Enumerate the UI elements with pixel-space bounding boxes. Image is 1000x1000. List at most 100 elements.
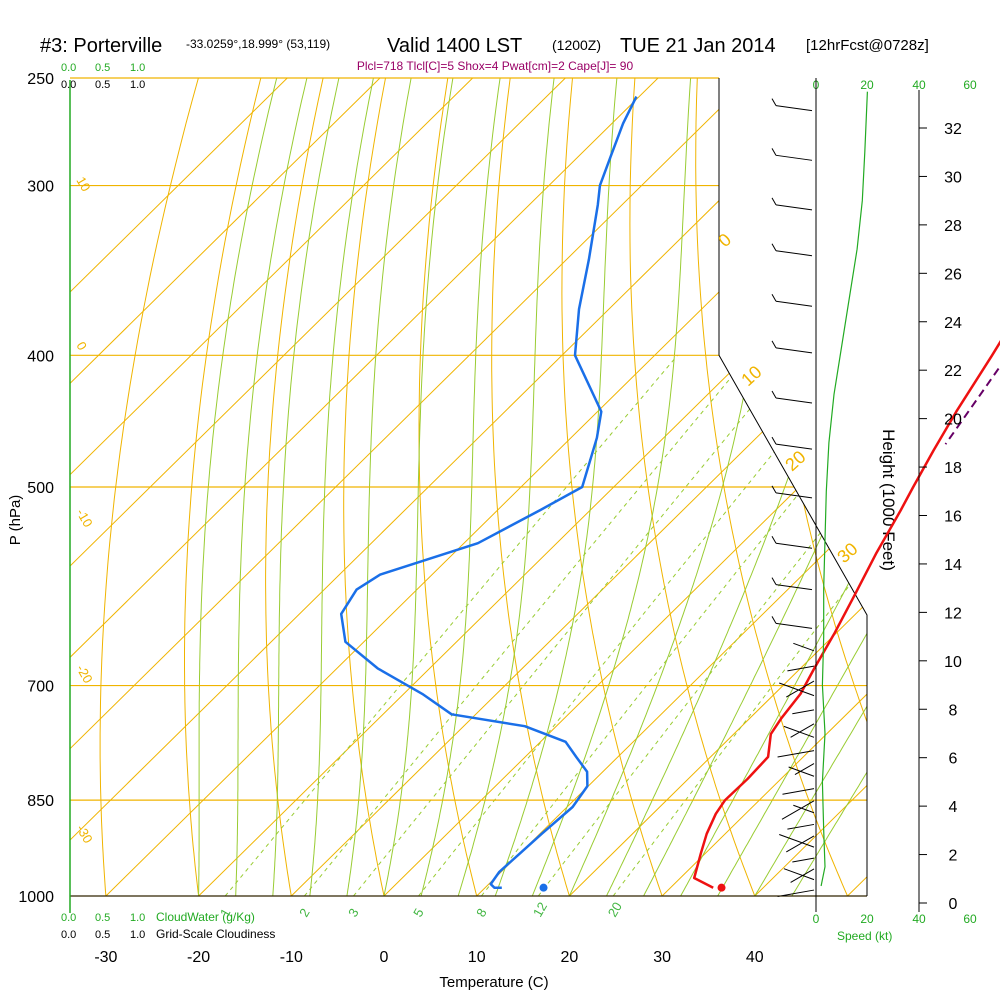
dry-adiabat-label: 0 <box>714 229 735 251</box>
dry-adiabat <box>759 78 867 896</box>
wind-barb-flag <box>771 294 777 302</box>
isotherm-line <box>70 78 474 896</box>
wind-barb <box>790 723 815 738</box>
thermo-grid <box>70 54 1000 925</box>
temperature-tick-label: -10 <box>280 949 303 966</box>
cloudwater-top-2: 1.0 <box>130 62 145 74</box>
wind-barb-flag <box>771 340 777 349</box>
wind-barb <box>775 584 813 591</box>
wind-barb <box>786 680 815 698</box>
height-tick-label: 32 <box>944 121 962 138</box>
wind-speed-bottom-3: 60 <box>963 912 977 926</box>
wind-barb <box>775 250 813 257</box>
wind-barb <box>777 750 815 758</box>
surface-dewpoint-marker <box>539 883 548 892</box>
dry-adiabat <box>629 78 767 896</box>
dry-adiabat <box>343 78 391 896</box>
wind-barb-flag <box>771 390 777 399</box>
mixing-ratio-label: 20 <box>605 899 625 919</box>
pressure-tick-label: 1000 <box>18 889 54 906</box>
wind-barb <box>775 492 813 499</box>
moist-adiabat <box>198 78 278 896</box>
dry-adiabat-label: 20 <box>781 447 809 475</box>
cloudiness-top-1: 0.5 <box>95 79 110 91</box>
wind-barb <box>792 857 815 863</box>
wind-barb <box>775 542 813 549</box>
height-tick-label: 24 <box>944 315 962 332</box>
isotherm-line <box>70 78 288 896</box>
mixing-ratio-label: 8 <box>473 906 490 920</box>
isotherm-line <box>476 78 867 896</box>
x-axis-label: Temperature (C) <box>439 974 548 991</box>
dewpoint-line <box>339 96 638 889</box>
valid-date: TUE 21 Jan 2014 <box>620 35 776 57</box>
wind-barb-flag <box>771 436 777 445</box>
wind-barb <box>788 766 815 777</box>
isotherm-label: 0 <box>73 339 90 353</box>
cloudwater-label: CloudWater (g/Kg) <box>156 910 255 924</box>
height-tick-label: 14 <box>944 557 962 574</box>
utc-time: (1200Z) <box>552 37 601 53</box>
dry-adiabat <box>883 54 1000 925</box>
cloudiness-top-2: 1.0 <box>130 79 145 91</box>
cloudwater-top-1: 0.5 <box>95 62 110 74</box>
wind-barb <box>779 682 815 697</box>
wind-barb-flag <box>771 148 777 156</box>
moist-adiabat <box>754 78 867 896</box>
moist-adiabat <box>420 78 501 896</box>
cloudwater-bottom-2: 1.0 <box>130 912 145 924</box>
wind-barb <box>787 665 815 672</box>
parcel-path <box>944 364 1000 445</box>
wind-barb <box>775 204 813 211</box>
wind-barb <box>775 300 813 307</box>
wind-barb-flag <box>771 616 777 624</box>
isotherm-label: -20 <box>73 662 95 686</box>
forecast-info: [12hrFcst@0728z] <box>806 37 929 54</box>
pressure-tick-label: 250 <box>27 71 54 88</box>
height-tick-label: 16 <box>944 509 962 526</box>
cloudiness-label: Grid-Scale Cloudiness <box>156 927 275 941</box>
mixing-ratio-label: 2 <box>296 906 313 920</box>
surface-temp-marker <box>717 883 726 892</box>
mixing-ratio-line <box>481 354 867 896</box>
height-tick-label: 30 <box>944 169 962 186</box>
wind-barb-flag <box>771 577 777 585</box>
wind-barb <box>775 347 813 354</box>
sounding-indices: Plcl=718 Tlcl[C]=5 Shox=4 Pwat[cm]=2 Cap… <box>357 59 634 73</box>
mixing-ratio-line <box>224 354 678 896</box>
temperature-tick-label: 0 <box>380 949 389 966</box>
wind-barb <box>786 835 815 853</box>
moist-adiabat <box>531 78 692 896</box>
station-title: #3: Porterville <box>40 35 162 57</box>
wind-barb <box>793 642 815 652</box>
pressure-tick-label: 400 <box>27 348 54 365</box>
isotherm-line <box>847 78 867 896</box>
mixing-ratio-label: 5 <box>410 906 427 920</box>
height-tick-label: 2 <box>949 848 958 865</box>
height-axis-label: Height (1000 Feet) <box>879 429 898 571</box>
pressure-tick-label: 850 <box>27 793 54 810</box>
isotherm-line <box>661 78 867 896</box>
wind-speed-top-2: 40 <box>912 78 926 92</box>
isotherm-label: -10 <box>73 506 95 530</box>
wind-barb <box>775 105 813 112</box>
height-tick-label: 6 <box>949 751 958 768</box>
pressure-tick-label: 500 <box>27 480 54 497</box>
wind-barb <box>792 709 815 715</box>
dry-adiabat <box>265 78 329 896</box>
mixing-ratio-line <box>418 354 854 896</box>
cloudwater-top-0: 0.0 <box>61 62 76 74</box>
wind-speed-label: Speed (kt) <box>837 929 892 943</box>
wind-barb-flag <box>771 243 777 251</box>
wind-barb <box>775 154 813 161</box>
wind-barb <box>777 889 815 897</box>
wind-barb-flag <box>771 197 777 206</box>
wind-barb-flag <box>771 485 777 494</box>
cloudiness-bottom-0: 0.0 <box>61 929 76 941</box>
isotherm-line <box>940 78 1000 896</box>
temperature-tick-label: 20 <box>561 949 579 966</box>
diagram-edge <box>718 78 868 896</box>
dry-adiabat <box>491 78 579 896</box>
wind-speed-bottom-0: 0 <box>813 912 820 926</box>
station-coords: -33.0259°,18.999° (53,119) <box>186 37 330 51</box>
